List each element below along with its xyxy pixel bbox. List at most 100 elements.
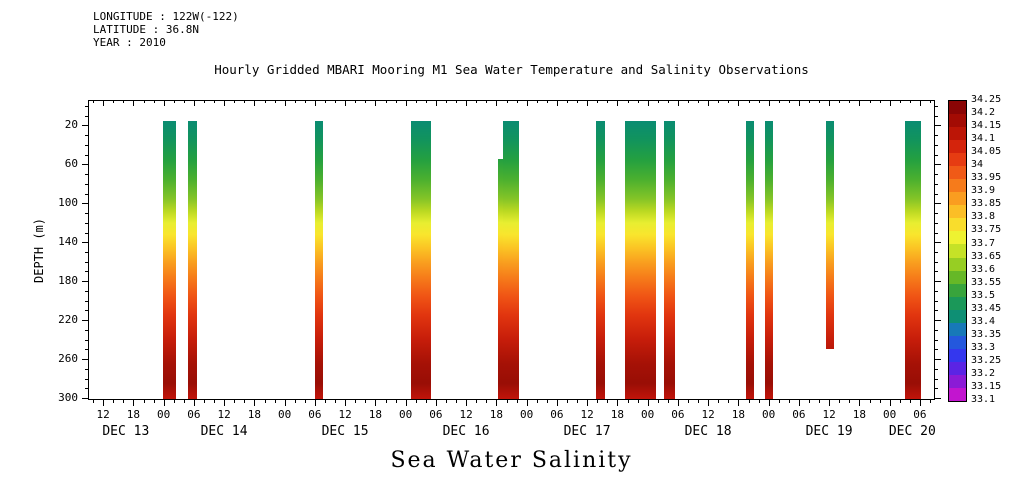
x-tick-bottom	[335, 400, 336, 403]
x-tick-top	[567, 100, 568, 103]
y-tick-left	[85, 222, 88, 224]
x-tick-bottom	[244, 400, 246, 403]
y-axis-title: DEPTH (m)	[32, 217, 46, 283]
y-tick-left	[85, 290, 88, 292]
x-date-label: DEC 16	[442, 424, 490, 439]
colorbar-cell	[949, 296, 966, 311]
y-tick-left	[82, 359, 88, 361]
x-tick-top	[415, 100, 417, 103]
y-tick-left	[85, 349, 88, 351]
x-tick-top	[607, 100, 609, 103]
x-tick-bottom	[607, 400, 609, 403]
y-tick-left	[82, 164, 88, 166]
salinity-stripe	[502, 120, 519, 400]
x-tick-bottom	[153, 400, 155, 403]
x-tick-bottom	[667, 400, 669, 403]
x-tick-bottom	[526, 400, 528, 406]
x-hour-label: 18	[126, 408, 141, 421]
x-tick-bottom	[486, 400, 488, 403]
x-hour-label: 00	[640, 408, 655, 421]
x-hour-label: 12	[96, 408, 110, 421]
x-tick-bottom	[415, 400, 417, 403]
longitude-label: LONGITUDE : 122W(-122)	[93, 10, 239, 23]
x-tick-top	[435, 100, 437, 106]
y-tick-left	[85, 232, 88, 234]
salinity-gradient	[497, 159, 503, 399]
colorbar-cell	[949, 205, 966, 219]
x-tick-top	[385, 100, 387, 103]
x-hour-label: 12	[822, 408, 836, 421]
colorbar-cell	[949, 153, 966, 167]
x-tick-top	[325, 100, 326, 103]
y-tick-left	[82, 125, 88, 127]
x-hour-label: 00	[156, 408, 171, 421]
x-tick-bottom	[748, 400, 750, 403]
colorbar-label: 34.15	[971, 120, 1002, 132]
x-hour-label: 18	[610, 408, 625, 421]
colorbar-cell	[949, 244, 966, 259]
x-tick-bottom	[567, 400, 568, 403]
x-hour-label: 12	[338, 408, 352, 421]
x-tick-top	[748, 100, 750, 103]
y-tick-left	[85, 388, 88, 390]
x-tick-bottom	[899, 400, 901, 403]
x-tick-top	[395, 100, 397, 103]
x-hour-label: 00	[519, 408, 534, 421]
salinity-stripe	[410, 120, 431, 400]
x-hour-label: 18	[731, 408, 746, 421]
x-tick-top	[698, 100, 699, 103]
colorbar-label: 33.95	[971, 172, 1002, 184]
x-tick-bottom	[688, 400, 689, 403]
x-tick-top	[677, 100, 679, 106]
x-hour-label: 06	[792, 408, 806, 421]
x-tick-top	[335, 100, 336, 103]
y-tick-left	[85, 251, 88, 253]
y-tick-right	[935, 251, 938, 253]
x-tick-bottom	[395, 400, 397, 403]
colorbar-label: 33.55	[971, 276, 1002, 288]
colorbar-cell	[949, 374, 966, 389]
x-tick-top	[133, 100, 135, 106]
x-tick-bottom	[516, 400, 518, 403]
colorbar-cell	[949, 114, 966, 128]
x-tick-bottom	[435, 400, 437, 406]
colorbar	[948, 100, 967, 402]
x-tick-bottom	[718, 400, 720, 403]
x-tick-bottom	[304, 400, 306, 403]
x-tick-top	[345, 100, 347, 106]
x-tick-bottom	[637, 400, 639, 403]
salinity-stripe	[826, 120, 835, 350]
x-tick-bottom	[103, 400, 105, 406]
y-tick-right	[935, 213, 938, 214]
y-tick-right	[935, 232, 938, 234]
y-tick-left	[85, 261, 88, 263]
x-tick-top	[405, 100, 407, 106]
x-tick-top	[224, 100, 226, 106]
colorbar-cell	[949, 166, 966, 180]
x-tick-top	[526, 100, 528, 106]
x-tick-bottom	[476, 400, 478, 403]
x-tick-top	[506, 100, 508, 103]
x-hour-label: 06	[187, 408, 201, 421]
x-tick-bottom	[708, 400, 710, 406]
salinity-gradient	[502, 120, 519, 400]
y-tick-right	[935, 388, 938, 390]
x-tick-top	[768, 100, 770, 106]
y-tick-right	[935, 290, 938, 292]
x-tick-bottom	[385, 400, 387, 403]
x-tick-top	[173, 100, 175, 103]
y-tick-label: 220	[58, 313, 78, 327]
x-tick-bottom	[546, 400, 548, 403]
x-tick-top	[889, 100, 891, 106]
y-tick-right	[935, 144, 938, 146]
x-date-label: DEC 20	[888, 424, 936, 439]
x-tick-top	[930, 100, 931, 103]
colorbar-cell	[949, 140, 966, 154]
y-tick-left	[82, 398, 88, 400]
y-tick-right	[935, 320, 941, 322]
x-tick-top	[375, 100, 377, 106]
x-date-label: DEC 18	[684, 424, 732, 439]
x-tick-bottom	[536, 400, 538, 403]
x-tick-bottom	[365, 400, 367, 403]
x-tick-bottom	[345, 400, 347, 406]
